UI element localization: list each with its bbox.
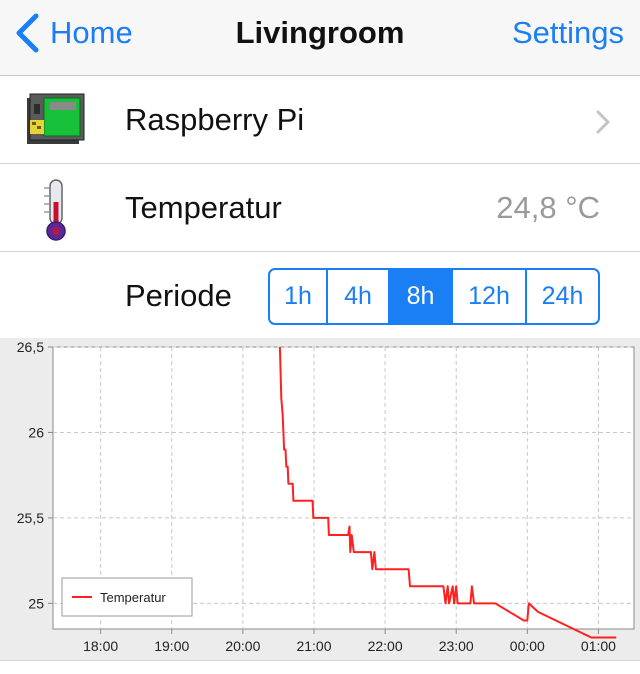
x-tick-label: 21:00 [296,638,331,654]
temperature-chart: 18:00 19:00 20:00 21:00 22:00 23:00 00:00 01:00… [17,339,635,654]
x-tick-label: 18:00 [83,638,118,654]
temperature-value: 24,8 °C [496,190,600,225]
period-option-1h[interactable]: 1h [284,282,312,310]
device-label: Raspberry Pi [125,102,305,137]
x-tick-label: 22:00 [368,638,403,654]
series-line-temperatur [278,346,617,639]
settings-button[interactable]: Settings [511,15,624,50]
device-row[interactable]: Raspberry Pi [0,76,640,164]
period-option-24h[interactable]: 24h [525,270,598,323]
back-button[interactable]: Home [14,10,133,56]
y-tick-label: 26,5 [17,339,44,355]
period-option-8h[interactable]: 8h [388,270,451,323]
chevron-right-icon [596,110,610,134]
x-tick-label: 01:00 [581,638,616,654]
thermometer-icon [44,179,66,241]
period-option-4h[interactable]: 4h [326,270,388,323]
x-tick-label: 20:00 [225,638,260,654]
bottom-divider [0,660,640,674]
chevron-left-icon [16,13,39,53]
y-tick-label: 26 [28,424,44,440]
x-tick-label: 23:00 [439,638,474,654]
y-tick-label: 25,5 [17,510,44,526]
period-row: Periode [0,252,640,340]
y-tick-label: 25 [28,595,44,611]
raspberry-pi-icon [27,93,85,144]
legend-label: Temperatur [100,590,166,605]
period-option-12h[interactable]: 12h [451,270,525,323]
period-label: Periode [125,278,232,313]
temperature-label: Temperatur [125,190,282,225]
navigation-bar: Home Livingroom Settings [0,0,640,76]
temperature-row: Temperatur 24,8 °C [0,164,640,252]
temperature-chart-panel: 18:00 19:00 20:00 21:00 22:00 23:00 00:00 01:00… [0,338,640,660]
back-button-label: Home [50,15,133,50]
x-tick-label: 19:00 [154,638,189,654]
period-selector: 1h 4h 8h 12h 24h [268,268,600,325]
x-tick-label: 00:00 [510,638,545,654]
